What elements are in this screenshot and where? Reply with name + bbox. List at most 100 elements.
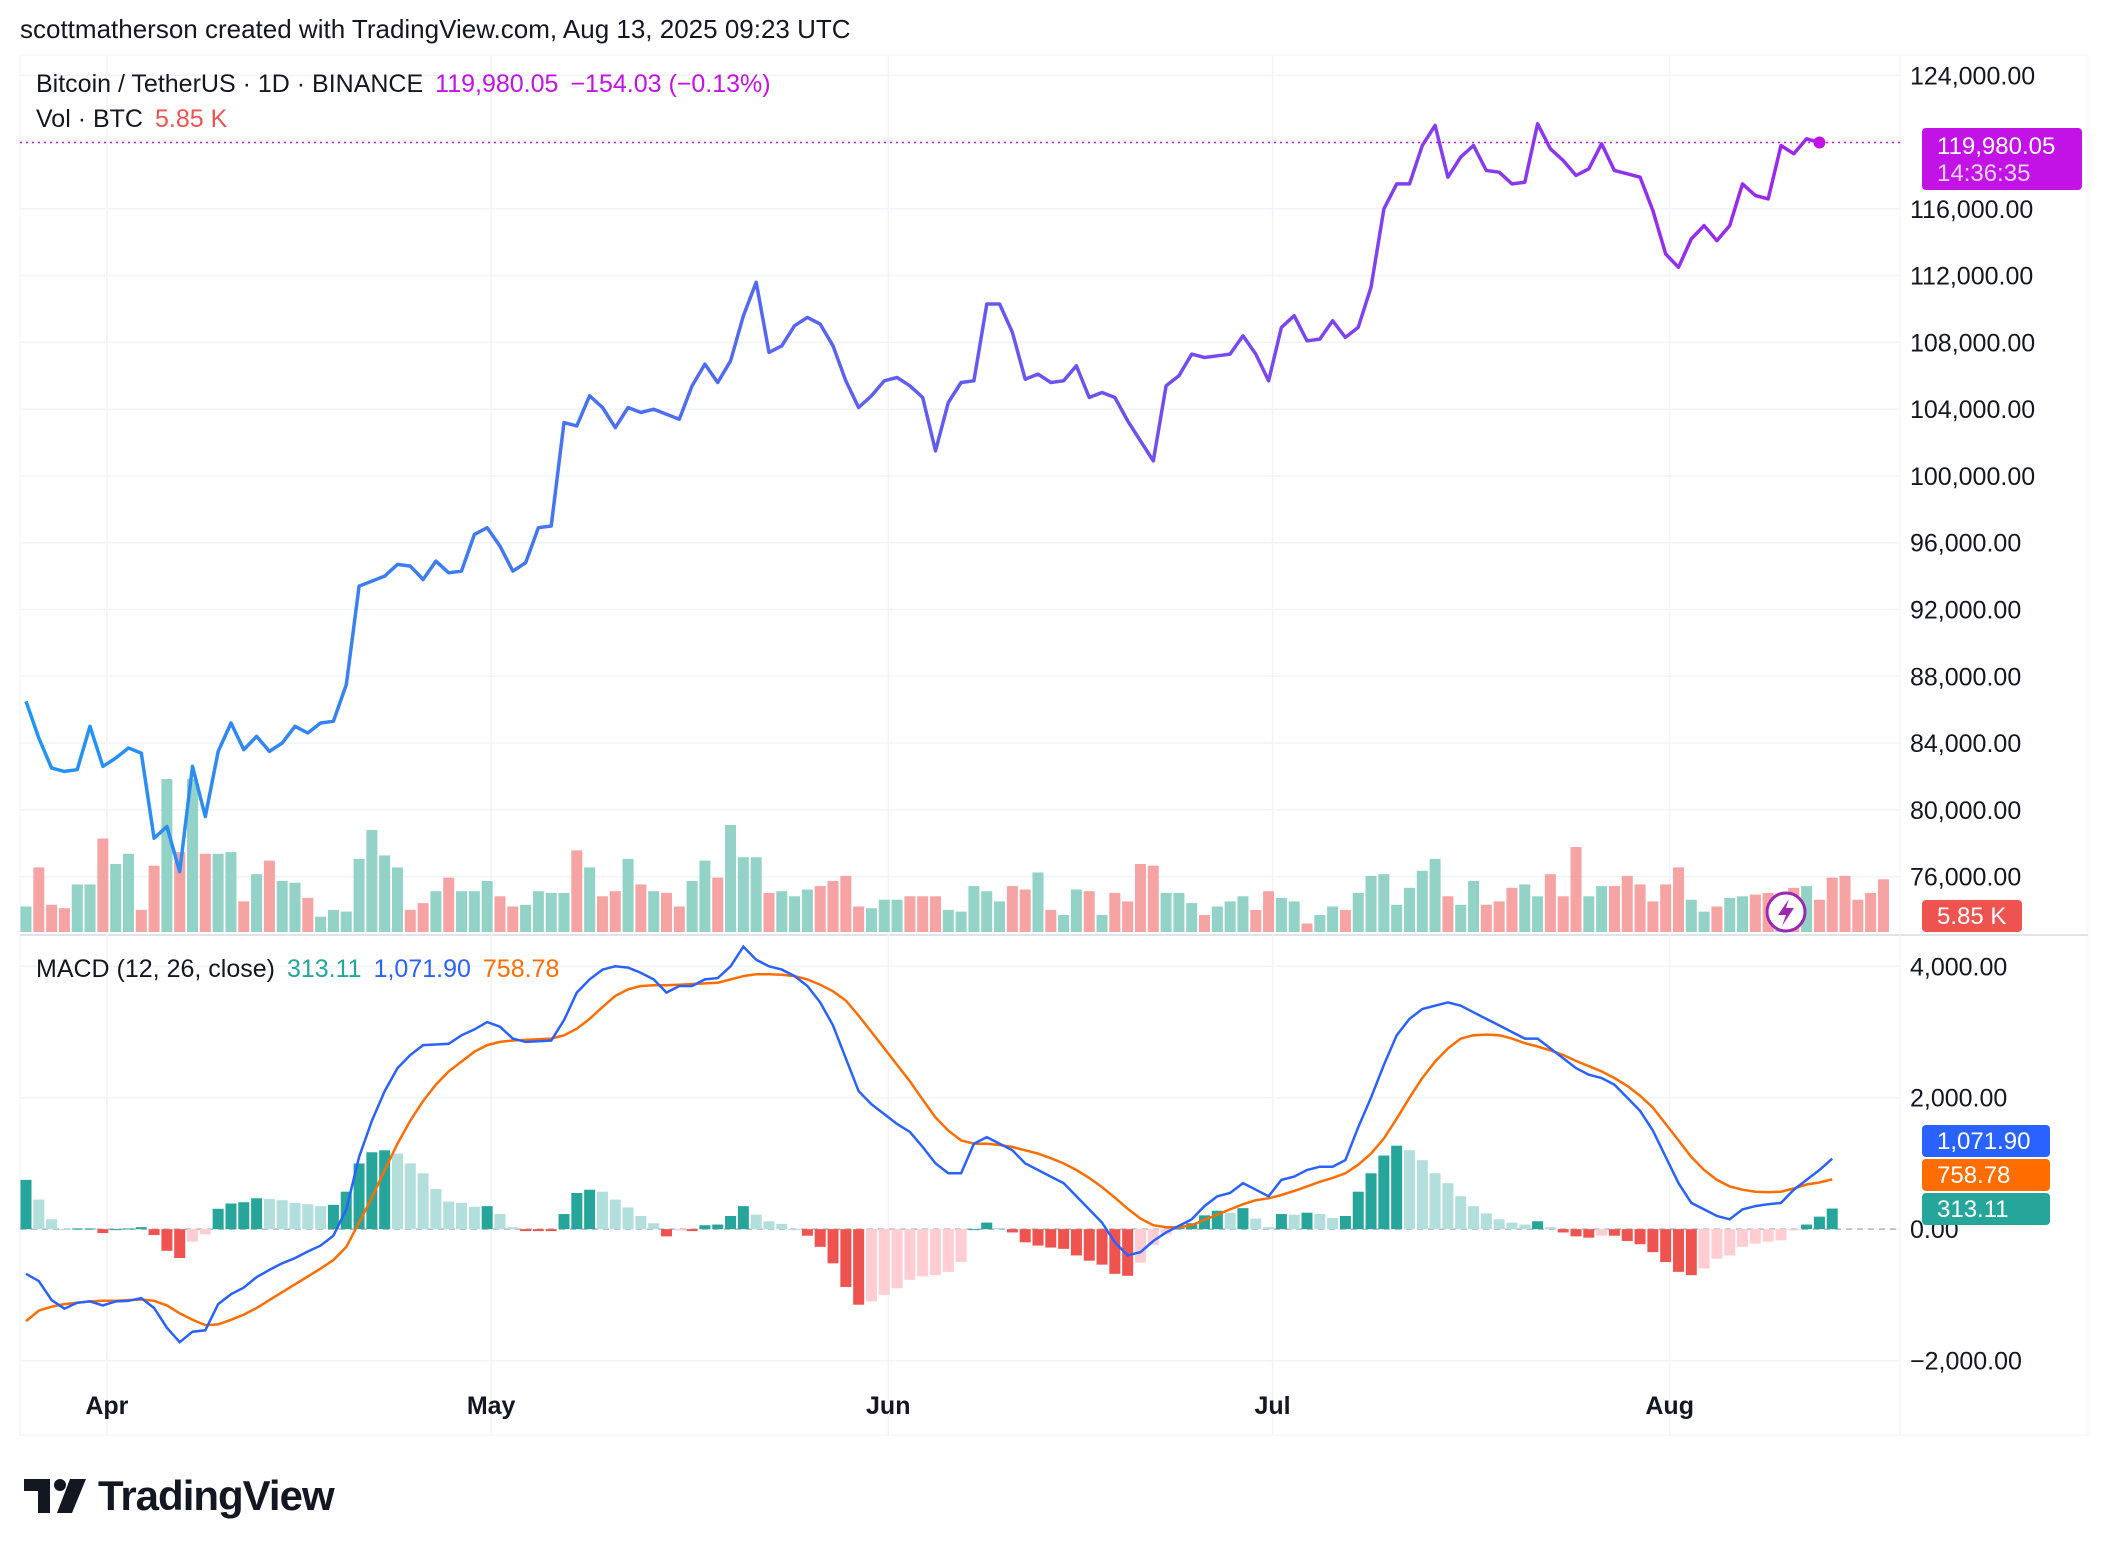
volume-bar <box>776 891 788 932</box>
macd-hist-bar <box>1352 1191 1364 1230</box>
volume-bar <box>212 853 224 932</box>
macd-hist-bar <box>1634 1229 1646 1245</box>
macd-hist-bar <box>1365 1173 1377 1230</box>
lightning-icon-bolt <box>1778 899 1794 926</box>
volume-bar <box>1160 892 1172 932</box>
volume-bar <box>507 906 519 932</box>
macd-hist-bar <box>596 1191 608 1230</box>
macd-hist-bar <box>1506 1222 1518 1230</box>
volume-bar <box>289 882 301 932</box>
macd-hist-bar <box>1378 1155 1390 1230</box>
volume-bar <box>1685 899 1697 932</box>
price-tick-label: 84,000.00 <box>1910 730 2021 758</box>
volume-bar <box>1045 909 1057 932</box>
volume-bar <box>878 899 890 932</box>
price-tick-label: 100,000.00 <box>1910 463 2035 491</box>
volume-bar <box>353 858 365 932</box>
macd-hist-bar <box>1724 1229 1736 1256</box>
macd-hist-bar <box>468 1206 480 1230</box>
volume-bar <box>571 850 583 932</box>
macd-hist-bar <box>1224 1212 1236 1230</box>
volume-bar <box>238 901 250 932</box>
volume-bar <box>1647 901 1659 932</box>
macd-hist-bar <box>46 1219 58 1230</box>
macd-hist-bar <box>20 1179 32 1230</box>
macd-hist-bar <box>430 1189 442 1230</box>
volume-bar <box>1237 896 1249 932</box>
tradingview-logo[interactable]: TradingView <box>24 1472 335 1520</box>
macd-hist-bar <box>1288 1214 1300 1230</box>
macd-hist-bar <box>110 1229 122 1231</box>
macd-hist-bar <box>58 1229 70 1231</box>
volume-bar <box>1480 904 1492 932</box>
chart-header: scottmatherson created with TradingView.… <box>20 14 851 44</box>
volume-bar <box>122 853 134 932</box>
macd-hist-bar <box>379 1150 391 1230</box>
signal-badge-text: 758.78 <box>1937 1162 2010 1189</box>
macd-lines <box>25 944 1834 1344</box>
volume-bar <box>1288 901 1300 932</box>
volume-bar <box>1301 923 1313 932</box>
macd-hist-bar <box>84 1228 96 1230</box>
volume-bar <box>379 855 391 932</box>
volume-bar <box>199 853 211 932</box>
macd-hist-bar <box>1608 1229 1620 1236</box>
volume-bar <box>1134 864 1146 932</box>
price-badge <box>1922 128 2082 190</box>
macd-hist-bar <box>1826 1208 1838 1230</box>
volume-value: 5.85 K <box>154 105 228 133</box>
price-tick-label: 104,000.00 <box>1910 396 2035 424</box>
price-change: −154.03 (−0.13%) <box>570 70 771 98</box>
volume-bar <box>584 867 596 932</box>
volume-bar <box>942 909 954 932</box>
macd-hist-bar <box>814 1229 826 1247</box>
macd-hist-bar <box>737 1206 749 1230</box>
macd-hist-bar <box>1339 1216 1351 1230</box>
volume-bar <box>58 908 70 932</box>
macd-hist-bar <box>353 1163 365 1230</box>
macd-hist-bar <box>1788 1229 1800 1231</box>
price-tick-label: 76,000.00 <box>1910 864 2021 892</box>
macd-hist-bar <box>391 1153 403 1230</box>
lightning-icon <box>1765 891 1807 933</box>
macd-hist-bar <box>122 1228 134 1230</box>
volume-bar <box>699 860 711 932</box>
price-tick-label: 116,000.00 <box>1910 196 2033 224</box>
volume-bar <box>340 911 352 932</box>
volume-bar <box>468 891 480 932</box>
macd-hist-bar <box>917 1229 929 1277</box>
macd-hist-bar <box>1237 1208 1249 1230</box>
time-tick-label: Jul <box>1255 1392 1291 1420</box>
volume-bar <box>1711 906 1723 932</box>
macd-hist-bar <box>417 1173 429 1230</box>
macd-hist-bar <box>1199 1215 1211 1230</box>
volume-bar <box>97 838 109 932</box>
volume-bar <box>789 896 801 932</box>
macd-hist-badge-text: 313.11 <box>1937 1196 2009 1223</box>
volume-bar <box>865 908 877 932</box>
macd-hist-bar <box>840 1229 852 1287</box>
volume-bar <box>1532 896 1544 932</box>
macd-hist-bar <box>968 1229 980 1231</box>
price-axis: 124,000.00 116,000.00 112,000.00 108,000.00… <box>1910 62 2035 1375</box>
volume-bar <box>1583 896 1595 932</box>
volume-bar <box>456 891 468 932</box>
volume-bar <box>853 906 865 932</box>
volume-bar <box>968 886 980 932</box>
volume-bar <box>187 779 199 932</box>
macd-hist-bar <box>148 1229 160 1236</box>
signal-badge <box>1922 1159 2050 1191</box>
volume-bar <box>494 896 506 932</box>
time-tick-label: Aug <box>1645 1392 1694 1420</box>
macd-hist-bar <box>673 1229 685 1231</box>
volume-bar <box>1506 887 1518 932</box>
volume-bar <box>1339 909 1351 932</box>
volume-bar <box>1314 915 1326 932</box>
volume-label: Vol · BTC <box>36 105 143 133</box>
macd-hist-bar <box>1058 1229 1070 1249</box>
volume-bar <box>1634 884 1646 932</box>
volume-bar <box>46 904 58 932</box>
macd-hist-bar <box>1621 1229 1633 1241</box>
volume-bar <box>71 884 83 932</box>
